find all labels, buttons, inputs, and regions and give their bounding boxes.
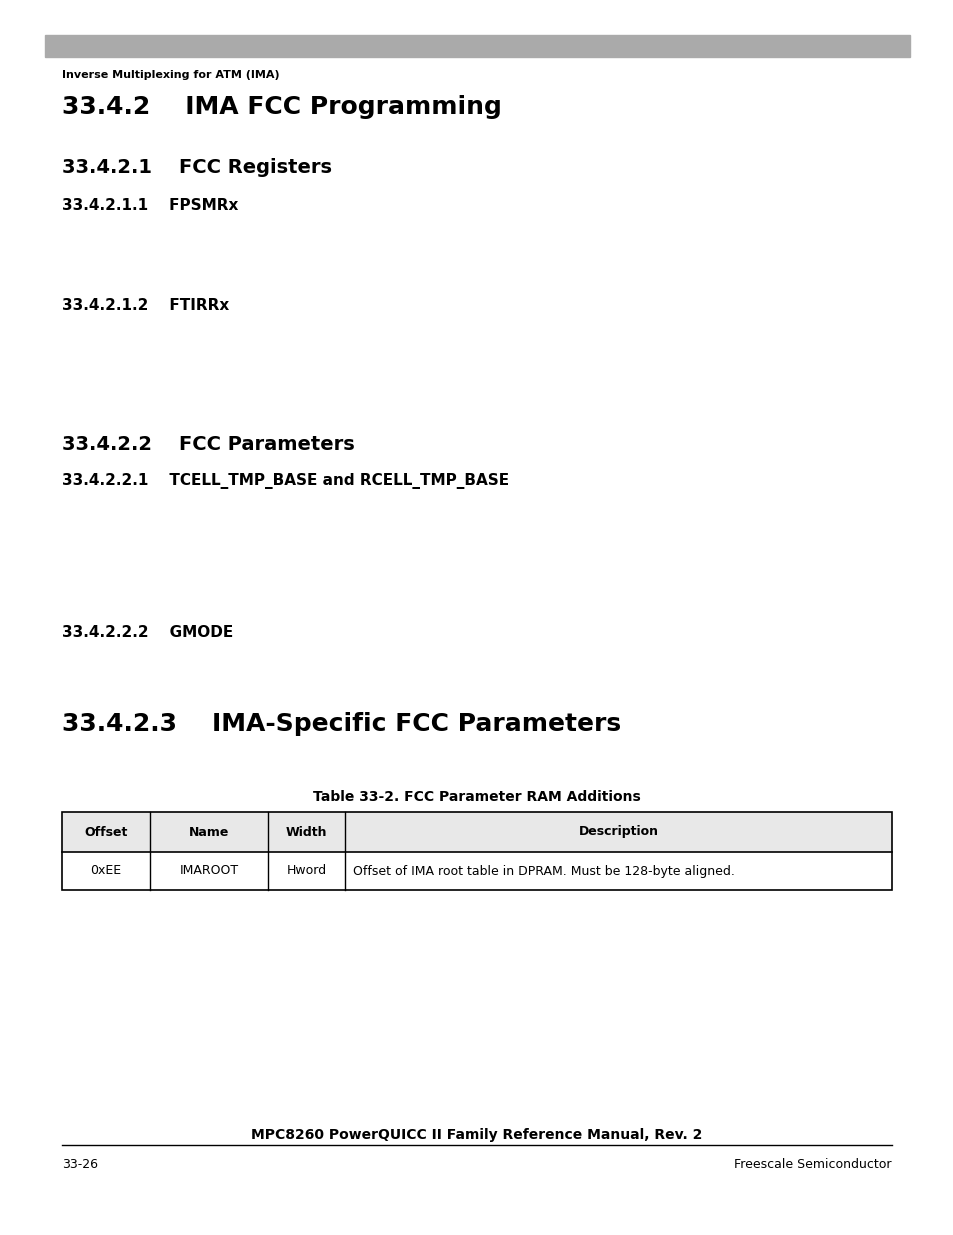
Text: 33-26: 33-26: [62, 1158, 98, 1171]
Text: 33.4.2.1    FCC Registers: 33.4.2.1 FCC Registers: [62, 158, 332, 177]
Text: 33.4.2    IMA FCC Programming: 33.4.2 IMA FCC Programming: [62, 95, 501, 119]
Text: Width: Width: [286, 825, 327, 839]
Text: 33.4.2.3    IMA-Specific FCC Parameters: 33.4.2.3 IMA-Specific FCC Parameters: [62, 713, 620, 736]
Text: Offset: Offset: [84, 825, 128, 839]
Text: Table 33-2. FCC Parameter RAM Additions: Table 33-2. FCC Parameter RAM Additions: [313, 790, 640, 804]
Bar: [62, 811, 891, 852]
Text: IMAROOT: IMAROOT: [179, 864, 238, 878]
Text: Freescale Semiconductor: Freescale Semiconductor: [734, 1158, 891, 1171]
Text: Name: Name: [189, 825, 229, 839]
Bar: [45, 35, 909, 57]
Text: 33.4.2.2.1    TCELL_TMP_BASE and RCELL_TMP_BASE: 33.4.2.2.1 TCELL_TMP_BASE and RCELL_TMP_…: [62, 473, 509, 489]
Text: MPC8260 PowerQUICC II Family Reference Manual, Rev. 2: MPC8260 PowerQUICC II Family Reference M…: [251, 1128, 702, 1142]
Text: Description: Description: [578, 825, 658, 839]
Text: 33.4.2.2    FCC Parameters: 33.4.2.2 FCC Parameters: [62, 435, 355, 454]
Text: Hword: Hword: [286, 864, 326, 878]
Text: 33.4.2.1.1    FPSMRx: 33.4.2.1.1 FPSMRx: [62, 198, 238, 212]
Text: Offset of IMA root table in DPRAM. Must be 128-byte aligned.: Offset of IMA root table in DPRAM. Must …: [353, 864, 734, 878]
Text: 0xEE: 0xEE: [91, 864, 121, 878]
Text: 33.4.2.1.2    FTIRRx: 33.4.2.1.2 FTIRRx: [62, 298, 229, 312]
Bar: [62, 811, 891, 890]
Text: 33.4.2.2.2    GMODE: 33.4.2.2.2 GMODE: [62, 625, 233, 640]
Text: Inverse Multiplexing for ATM (IMA): Inverse Multiplexing for ATM (IMA): [62, 70, 279, 80]
